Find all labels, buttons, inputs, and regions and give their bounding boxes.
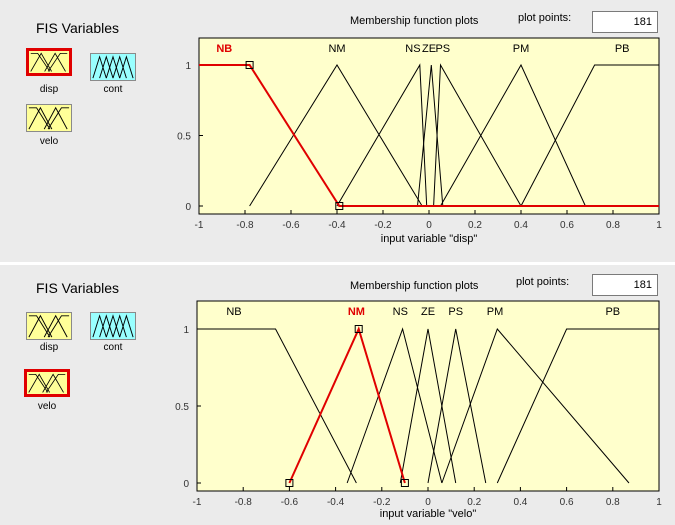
plot-points-label: plot points: (518, 12, 572, 24)
membership-function-plot[interactable]: -1 -0.8 -0.6 -0.4 -0.2 0 0.2 0.4 0.6 0.8 1 0 0.5 1 NB N… (0, 265, 675, 525)
mf-label-pm: PM (513, 43, 530, 55)
y-tick-label: 0.5 (177, 132, 191, 143)
x-tick-label: 0.4 (513, 497, 527, 508)
mf-curve-ns (346, 327, 443, 484)
mf-triangles-icon (92, 314, 134, 338)
var-label-cont: cont (103, 342, 123, 353)
mf-vertex-handle (354, 325, 363, 333)
x-tick-label: 0.6 (560, 497, 574, 508)
mf-label-nb: NB (226, 306, 241, 318)
x-tick-label: 1 (656, 220, 662, 231)
x-tick-label: -0.2 (374, 220, 392, 231)
x-tick-label: -1 (193, 497, 202, 508)
x-axis-label: input variable "disp" (381, 233, 478, 245)
mf-label-ze: ZE (422, 43, 436, 55)
mf-curve-pb (520, 64, 659, 207)
var-button-cont[interactable] (90, 312, 136, 340)
x-tick-label: -1 (195, 220, 204, 231)
x-tick-label: 0.2 (467, 497, 481, 508)
var-button-disp[interactable] (26, 312, 72, 340)
mf-label-nb: NB (216, 43, 232, 55)
mf-vertex-handle (335, 202, 344, 210)
mf-label-ns: NS (405, 43, 420, 55)
y-tick-label: 0 (185, 202, 191, 213)
mf-curve-nm (249, 64, 423, 207)
x-tick-label: -0.6 (282, 220, 300, 231)
x-tick-label: -0.4 (328, 220, 346, 231)
y-tick-label: 1 (183, 325, 189, 336)
x-tick-label: 0.6 (560, 220, 574, 231)
y-tick-label: 0 (183, 479, 189, 490)
var-label-disp: disp (39, 342, 59, 353)
mf-triangles-icon (28, 314, 70, 338)
mf-curve-nb-selected (199, 64, 659, 207)
x-tick-label: 0.4 (514, 220, 528, 231)
x-tick-label: 0 (426, 220, 432, 231)
mf-curve-pm (441, 328, 630, 484)
mf-curve-nb (197, 328, 357, 484)
mf-vertex-handle (245, 61, 254, 69)
plot-title: Membership function plots (350, 280, 479, 292)
fis-variables-title: FIS Variables (36, 20, 119, 36)
mf-curve-ze (417, 64, 444, 207)
plot-area (196, 300, 660, 492)
var-button-velo[interactable] (26, 104, 72, 132)
mf-label-pb: PB (605, 306, 620, 318)
plot-points-input[interactable] (592, 274, 658, 296)
var-button-cont[interactable] (90, 53, 136, 81)
mf-curve-pb (496, 328, 659, 484)
fis-variables-title: FIS Variables (36, 280, 119, 296)
var-button-disp[interactable] (26, 48, 72, 76)
mf-label-nm: NM (328, 43, 345, 55)
plot-title: Membership function plots (350, 15, 479, 27)
fis-editor-panel-disp: FIS Variables disp cont velo Membership … (0, 0, 675, 262)
var-label-cont: cont (103, 84, 123, 95)
mf-triangles-icon (92, 55, 134, 79)
mf-curve-ps (427, 328, 487, 484)
membership-function-plot[interactable]: -1 -0.8 -0.6 -0.4 -0.2 0 0.2 0.4 0.6 0.8 1 0 0.5 1 NB N… (0, 0, 675, 262)
fis-editor-panel-velo: FIS Variables disp cont velo Membership … (0, 265, 675, 525)
x-tick-label: 0.8 (606, 220, 620, 231)
x-tick-label: 0.2 (468, 220, 482, 231)
mf-vertex-handle (400, 479, 409, 487)
y-tick-label: 0.5 (175, 402, 189, 413)
mf-curve-nm-selected (288, 326, 406, 484)
plot-points-label: plot points: (516, 276, 570, 288)
x-tick-label: -0.4 (327, 497, 345, 508)
x-tick-label: 0 (425, 497, 431, 508)
mf-triangles-icon (28, 373, 66, 393)
var-label-velo: velo (37, 401, 57, 412)
plot-points-input[interactable] (592, 11, 658, 33)
x-tick-label: -0.8 (236, 220, 254, 231)
mf-vertex-handle (285, 479, 294, 487)
mf-label-ze: ZE (421, 306, 435, 318)
mf-label-pb: PB (615, 43, 630, 55)
var-button-velo[interactable] (24, 369, 70, 397)
x-tick-label: 0.8 (606, 497, 620, 508)
var-label-velo: velo (39, 136, 59, 147)
mf-curve-ze (399, 328, 457, 484)
x-tick-label: -0.8 (235, 497, 253, 508)
x-tick-label: 1 (656, 497, 662, 508)
mf-triangles-icon (28, 106, 70, 130)
mf-label-pm: PM (487, 306, 504, 318)
mf-curve-ns (336, 63, 428, 207)
plot-area (198, 37, 660, 215)
x-tick-label: -0.2 (373, 497, 391, 508)
mf-triangles-icon (30, 52, 68, 72)
mf-curve-pm (440, 63, 586, 207)
x-tick-label: -0.6 (281, 497, 299, 508)
mf-label-nm: NM (348, 306, 365, 318)
var-label-disp: disp (39, 84, 59, 95)
y-tick-label: 1 (185, 61, 191, 72)
mf-label-ps: PS (448, 306, 463, 318)
x-axis-label: input variable "velo" (380, 508, 477, 520)
mf-label-ps: PS (435, 43, 450, 55)
mf-label-ns: NS (393, 306, 408, 318)
mf-curve-ps (433, 63, 522, 207)
